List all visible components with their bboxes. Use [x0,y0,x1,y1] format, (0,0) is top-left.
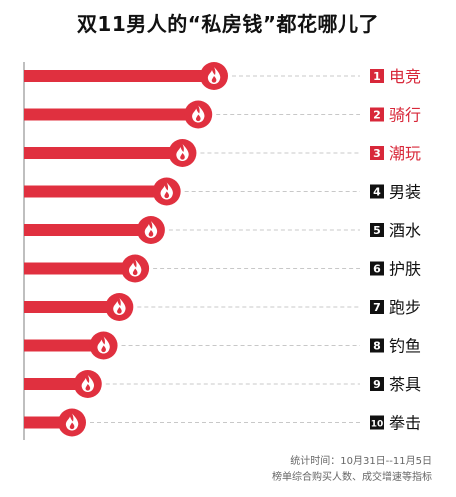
flame-icon-core [101,345,106,353]
bar [24,262,136,275]
category-label: 拳击 [389,414,421,433]
rank-number: 4 [373,186,381,199]
category-label: 护肤 [389,260,421,279]
bar [24,301,120,313]
category-label: 男装 [389,183,421,202]
category-label: 潮玩 [389,144,421,163]
bar-row: 3 潮玩 [24,139,421,167]
bar [24,339,104,352]
category-label: 酒水 [389,221,421,240]
rank-badge [370,223,384,237]
bar [24,224,151,236]
flame-icon-core [148,230,154,237]
bar-row: 6 护肤 [24,254,421,283]
flame-icon [192,105,205,123]
rank-badge [370,146,384,160]
rank-number: 5 [373,224,381,237]
rank-number: 8 [373,340,381,353]
chart-title: 双11男人的“私房钱”都花哪儿了 [76,12,380,36]
rank-badge [370,107,384,122]
bar-row: 4 男装 [24,177,421,206]
rank-number: 2 [373,109,381,122]
bar-row: 10 拳击 [24,408,421,437]
flame-icon [128,259,142,277]
rank-badge [370,184,384,199]
flame-icon-core [211,76,217,83]
flame-icon-core [117,307,122,314]
flame-icon-core [132,268,138,276]
bar-row: 7 跑步 [24,293,421,321]
flame-icon-core [69,422,75,430]
bar-row: 1 电竞 [24,62,421,90]
bar-row: 9 茶具 [24,370,421,398]
flame-icon [144,221,158,238]
flame-icon-core [180,153,185,160]
flame-icon [81,375,95,392]
flame-icon-core [164,191,170,199]
rank-number: 6 [373,263,381,276]
bar [24,147,183,159]
category-label: 电竞 [389,67,421,86]
bar-row: 2 骑行 [24,100,421,129]
bar-row: 5 酒水 [24,216,421,244]
bar [24,185,167,198]
flame-icon [65,413,79,431]
flame-icon-core [195,114,201,122]
rank-number: 1 [373,70,381,83]
flame-icon [207,67,221,84]
rank-number: 10 [371,420,384,430]
category-label: 骑行 [389,106,421,125]
bar-row: 8 钓鱼 [24,331,421,360]
rank-number: 3 [373,147,381,160]
rank-badge [370,261,384,276]
flame-icon [97,336,110,354]
bar [24,378,88,390]
rank-badge [370,415,384,430]
flame-icon-core [85,384,91,391]
footer-stat-period: 统计时间：10月31日--11月5日 [290,456,432,467]
bar [24,70,214,82]
flame-icon [113,298,126,315]
flame-icon [160,182,173,200]
category-label: 茶具 [389,375,421,394]
rank-badge [370,300,384,314]
rank-badge [370,69,384,83]
category-label: 钓鱼 [389,337,421,356]
bar [24,108,199,121]
rank-badge [370,338,384,353]
footer-stat-basis: 榜单综合购买人数、成交增速等指标 [272,472,432,483]
category-label: 跑步 [389,298,421,317]
rank-number: 7 [373,301,381,314]
flame-icon [176,144,189,161]
rank-badge [370,377,384,391]
rank-number: 9 [373,378,381,391]
